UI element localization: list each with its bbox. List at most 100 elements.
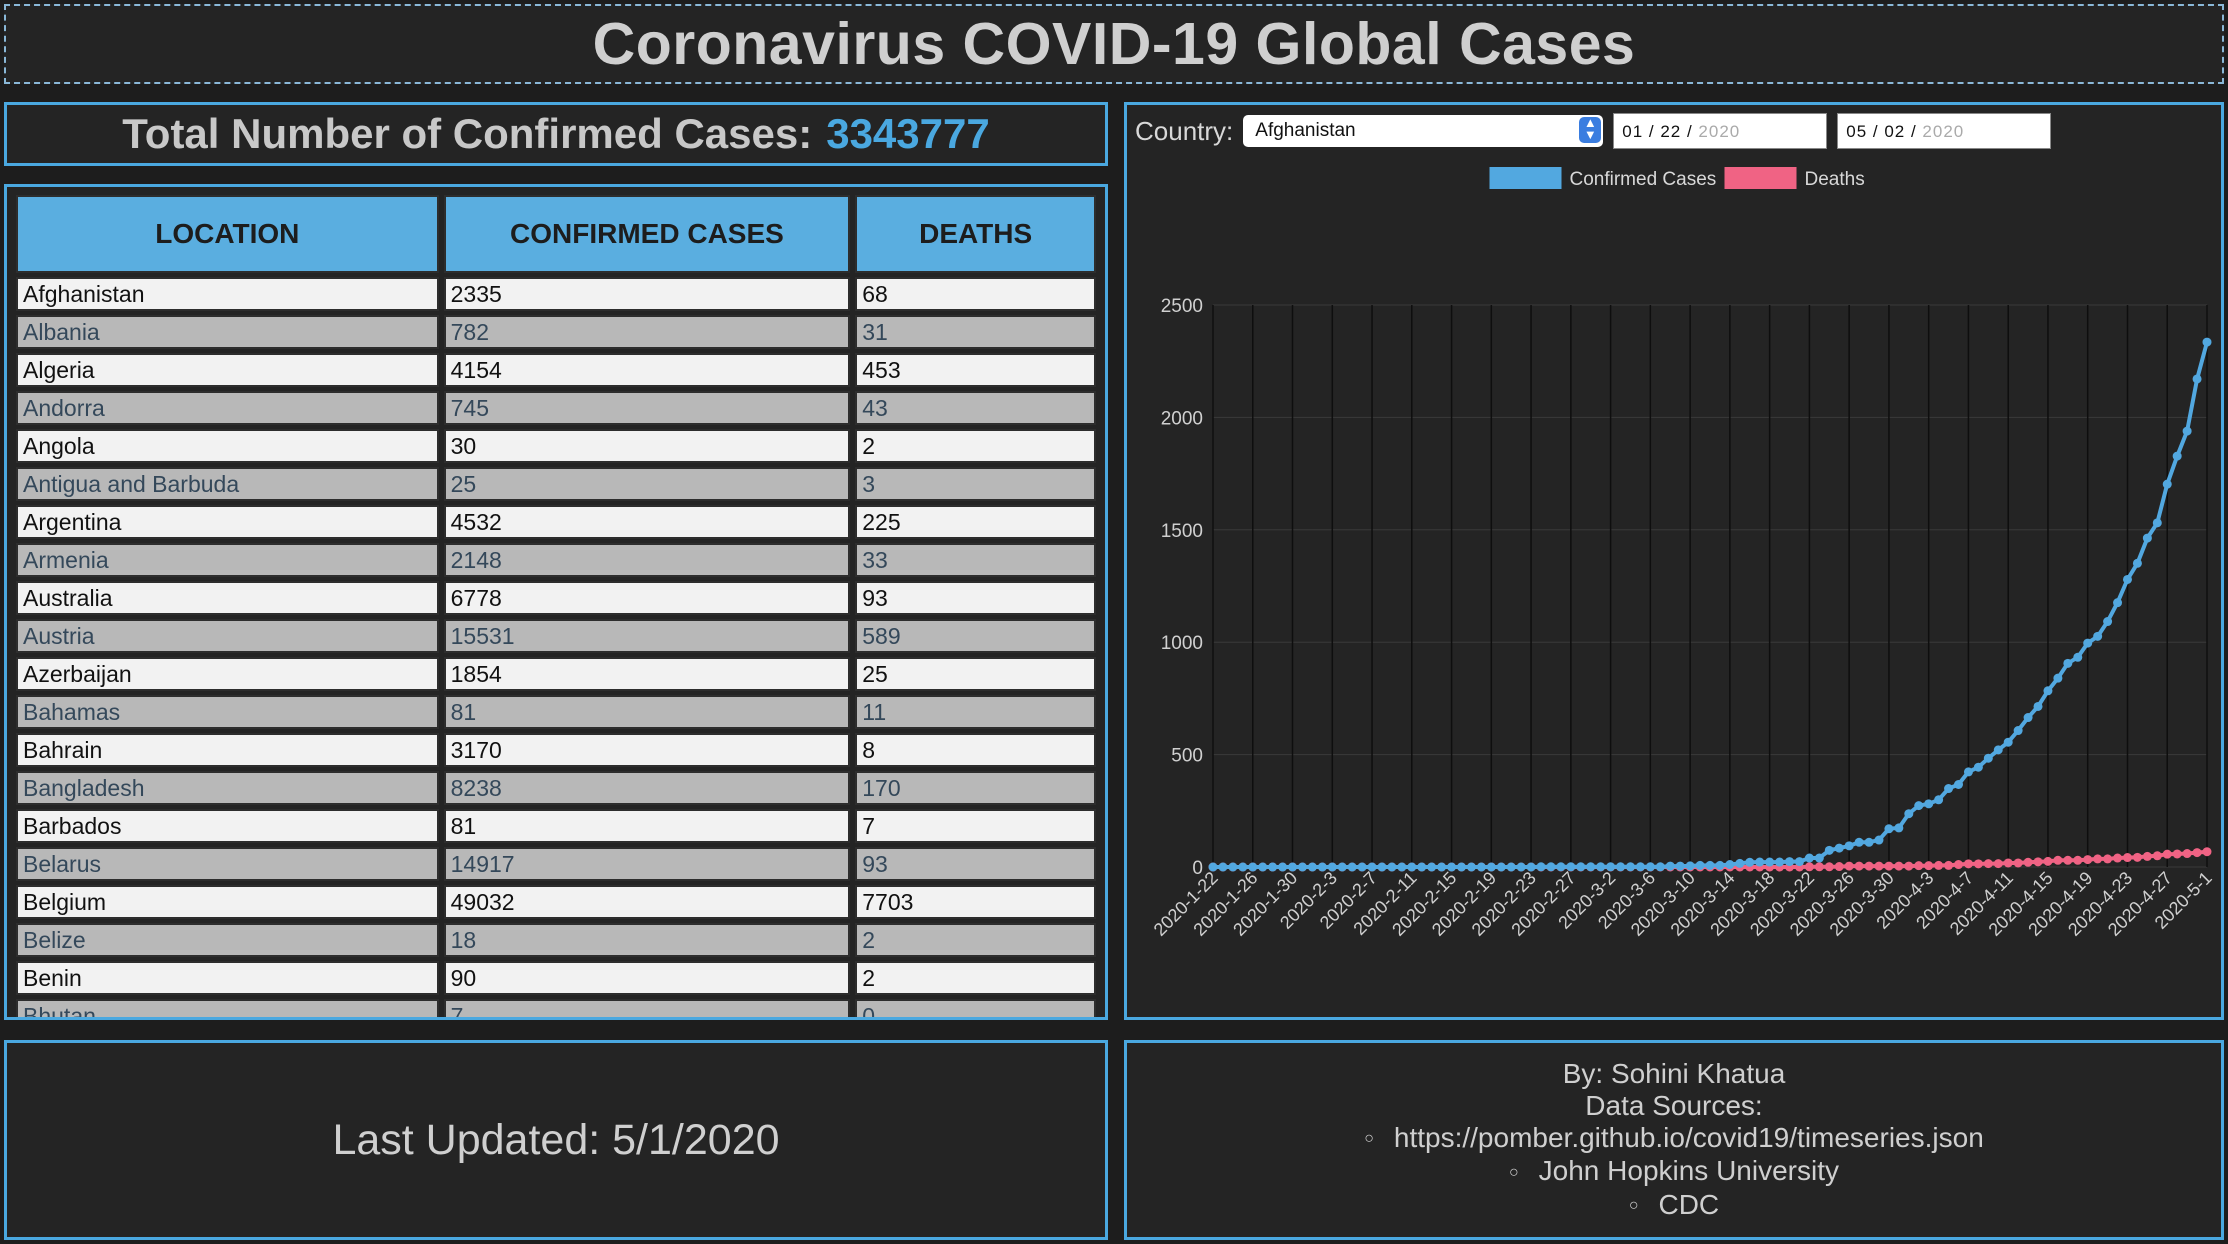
table-row: Benin 90 2 [16,961,1096,995]
y-tick-label: 1500 [1161,521,1203,542]
data-point [2083,638,2093,648]
table-row: Austria 15531 589 [16,619,1096,653]
data-point [1844,841,1854,851]
data-point [1914,861,1924,871]
data-point [1645,862,1655,872]
legend-label: Deaths [1805,169,1865,190]
data-point [1963,859,1973,869]
last-updated-text: Last Updated: 5/1/2020 [332,1115,780,1164]
data-point [2053,855,2063,865]
data-point [2122,574,2132,584]
data-point [1278,862,1288,872]
data-point [1854,861,1864,871]
cell-confirmed: 745 [443,391,851,425]
cell-confirmed: 2335 [443,277,851,311]
cell-location: Azerbaijan [16,657,439,691]
data-point [1675,861,1685,871]
data-point [2013,858,2023,868]
source-item: CDC [1364,1189,1984,1223]
table-row: Bahamas 81 11 [16,695,1096,729]
source-item[interactable]: https://pomber.github.io/covid19/timeser… [1364,1122,1984,1156]
data-point [2053,673,2063,683]
data-point [1566,862,1576,872]
data-point [1824,862,1834,872]
data-point [1685,861,1695,871]
cell-location: Barbados [16,809,439,843]
end-date-input[interactable]: 05 / 02 / 2020 [1837,113,2052,149]
data-point [1884,824,1894,834]
column-header-location: LOCATION [16,195,439,273]
column-header-deaths: DEATHS [855,195,1096,273]
data-point [1357,862,1367,872]
data-point [2122,853,2132,863]
data-point [1814,862,1824,872]
data-point [1496,862,1506,872]
data-point [1755,857,1765,867]
data-point [2202,337,2212,347]
data-point [1476,862,1486,872]
cell-location: Belarus [16,847,439,881]
data-point [2142,851,2152,861]
data-point [1327,862,1337,872]
data-point [1417,862,1427,872]
cell-confirmed: 15531 [443,619,851,653]
country-select[interactable]: Afghanistan ▲ ▼ [1243,115,1604,147]
cell-location: Bhutan [16,999,439,1017]
data-point [2142,533,2152,543]
cell-confirmed: 2148 [443,543,851,577]
cell-confirmed: 25 [443,467,851,501]
y-tick-label: 0 [1192,858,1203,879]
start-date-year: 2020 [1692,122,1741,141]
cell-deaths: 43 [855,391,1096,425]
data-point [1625,862,1635,872]
data-point [1864,837,1874,847]
cell-confirmed: 81 [443,809,851,843]
cell-location: Angola [16,429,439,463]
cell-location: Armenia [16,543,439,577]
cell-confirmed: 782 [443,315,851,349]
data-point [2182,426,2192,436]
cell-confirmed: 30 [443,429,851,463]
cell-confirmed: 4532 [443,505,851,539]
data-point [1506,862,1516,872]
data-point [1248,862,1258,872]
cell-deaths: 7703 [855,885,1096,919]
cases-table-panel[interactable]: LOCATION CONFIRMED CASES DEATHS Afghanis… [4,184,1108,1020]
data-point [1616,862,1626,872]
data-point [1466,862,1476,872]
source-item: John Hopkins University [1364,1155,1984,1189]
cell-location: Australia [16,581,439,615]
table-row: Belgium 49032 7703 [16,885,1096,919]
sources-label: Data Sources: [1585,1089,1763,1121]
cell-deaths: 225 [855,505,1096,539]
start-date-input[interactable]: 01 / 22 / 2020 [1613,113,1828,149]
data-point [1874,835,1884,845]
cell-location: Afghanistan [16,277,439,311]
data-point [2172,849,2182,859]
cell-deaths: 93 [855,847,1096,881]
data-point [1397,862,1407,872]
data-point [2192,848,2202,858]
cell-deaths: 453 [855,353,1096,387]
page-title: Coronavirus COVID-19 Global Cases [592,11,1636,77]
data-point [1546,862,1556,872]
table-row: Belarus 14917 93 [16,847,1096,881]
data-point [1914,801,1924,811]
y-tick-label: 500 [1171,746,1203,767]
cell-deaths: 170 [855,771,1096,805]
data-point [1317,862,1327,872]
table-row: Bhutan 7 0 [16,999,1096,1017]
data-point [1973,859,1983,869]
country-select-value: Afghanistan [1255,120,1356,141]
cell-confirmed: 3170 [443,733,851,767]
country-label: Country: [1135,115,1234,146]
data-point [1954,860,1963,870]
table-row: Bangladesh 8238 170 [16,771,1096,805]
cell-confirmed: 14917 [443,847,851,881]
cell-deaths: 2 [855,429,1096,463]
data-point [2003,737,2013,747]
data-point [2103,617,2113,627]
data-point [1387,862,1397,872]
data-point [1437,862,1447,872]
cell-deaths: 0 [855,999,1096,1017]
